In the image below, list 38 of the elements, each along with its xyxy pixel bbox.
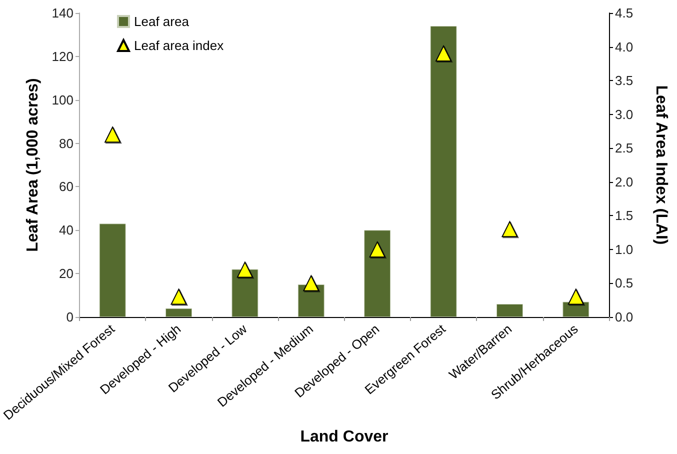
y2-tick-label: 2.0 <box>615 174 634 190</box>
bar <box>364 230 391 317</box>
y2-tick-label: 4.0 <box>615 39 634 54</box>
point <box>369 241 386 258</box>
x-axis-title: Land Cover <box>300 428 388 446</box>
point <box>502 221 518 238</box>
bar <box>496 304 523 317</box>
y-tick-label: 140 <box>52 6 74 20</box>
y2-tick-label: 3.5 <box>615 73 634 88</box>
point <box>170 288 187 305</box>
bar <box>232 269 258 317</box>
y-tick-label: 80 <box>59 136 74 151</box>
point <box>104 126 121 143</box>
y2-tick-label: 0.5 <box>615 276 634 291</box>
y2-tick-label: 2.5 <box>615 140 634 156</box>
y-tick-label: 120 <box>52 48 74 64</box>
legend-label: Leaf area <box>134 14 190 29</box>
y2-tick-label: 0.0 <box>615 310 634 324</box>
y-tick-label: 0 <box>66 310 74 324</box>
bar <box>562 302 590 317</box>
point <box>436 46 452 62</box>
y-tick-label: 20 <box>59 266 74 282</box>
point <box>568 288 584 305</box>
bar <box>166 308 192 317</box>
y2-axis-title: Leaf Area Index (LAI) <box>652 85 670 245</box>
y-tick-label: 40 <box>59 222 74 238</box>
y-tick-label: 60 <box>59 179 74 194</box>
y2-tick-label: 1.5 <box>615 208 634 224</box>
point <box>236 262 253 278</box>
point <box>303 275 320 292</box>
y2-tick-label: 4.5 <box>615 6 634 20</box>
y2-tick-label: 3.0 <box>615 106 634 122</box>
y-axis-title: Leaf Area (1,000 acres) <box>24 78 42 252</box>
bar <box>99 224 126 317</box>
y2-tick-label: 1.0 <box>615 242 634 257</box>
y-tick-label: 100 <box>52 92 74 108</box>
bar <box>430 26 457 317</box>
legend-label: Leaf area index <box>134 38 224 53</box>
